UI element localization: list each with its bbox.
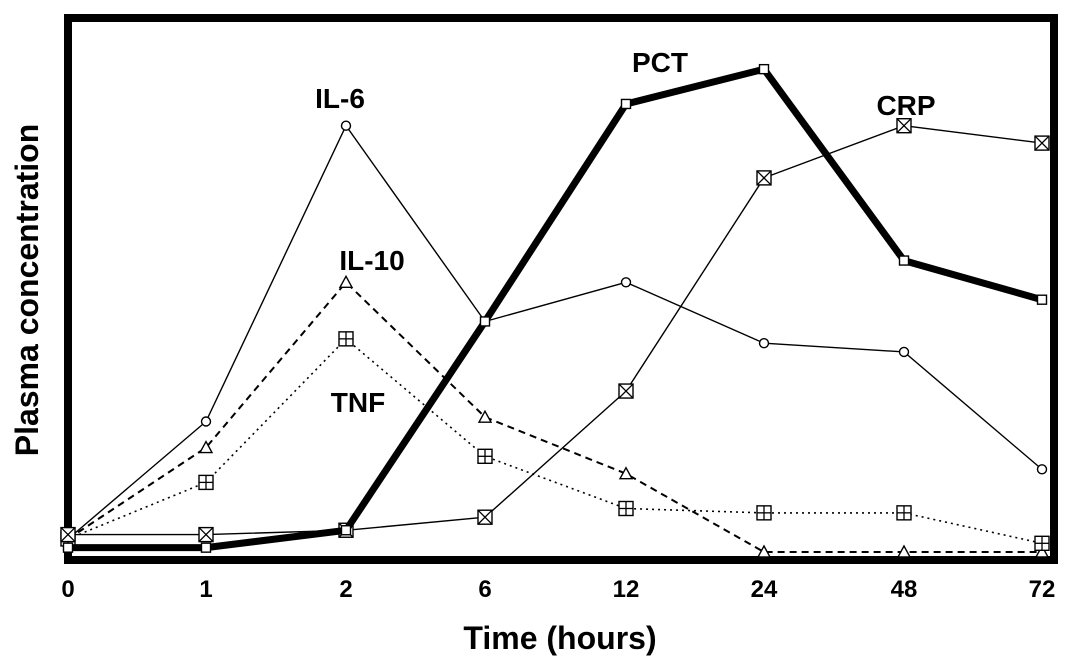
data-point-il6 <box>1036 464 1048 475</box>
data-point-crp <box>896 117 912 134</box>
data-point-crp <box>477 509 493 525</box>
data-point-il10 <box>477 409 493 423</box>
series-labels: IL-6 IL-10 TNF PCT CRP <box>315 47 935 418</box>
series-label-il6: IL-6 <box>315 83 365 114</box>
x-tick-labels: 0 1 2 6 12 24 48 72 <box>61 576 1055 603</box>
series-label-il10: IL-10 <box>339 245 404 276</box>
data-point-pct <box>1036 294 1048 305</box>
data-point-crp <box>618 383 634 399</box>
data-point-tnf <box>477 448 493 464</box>
data-point-il10 <box>198 440 214 454</box>
x-tick-label: 1 <box>199 576 212 603</box>
data-point-il10 <box>896 544 912 558</box>
x-tick-label: 72 <box>1029 576 1056 603</box>
data-point-pct <box>898 255 910 266</box>
data-point-tnf <box>896 505 912 521</box>
x-tick-label: 24 <box>751 576 778 603</box>
data-point-crp <box>198 526 214 543</box>
series-label-pct: PCT <box>632 47 688 78</box>
series-line-crp <box>68 124 1043 536</box>
data-point-tnf <box>618 500 634 517</box>
data-point-il6 <box>758 338 770 349</box>
data-point-il6 <box>200 416 212 427</box>
data-point-pct <box>758 63 770 75</box>
series-line-il6 <box>67 124 1043 540</box>
data-point-il10 <box>1034 544 1050 558</box>
data-point-il10 <box>338 274 354 288</box>
data-point-il10 <box>618 466 634 480</box>
data-point-pct <box>200 542 212 553</box>
series-pct <box>62 63 1048 553</box>
x-tick-label: 0 <box>61 576 74 603</box>
series-tnf <box>60 331 1050 551</box>
data-point-pct <box>340 525 352 536</box>
series-layer <box>60 63 1050 558</box>
y-axis-title: Plasma concentration <box>9 124 45 457</box>
data-point-il6 <box>340 120 352 131</box>
plot-frame <box>64 14 1058 564</box>
data-point-tnf <box>338 331 354 347</box>
series-line-pct <box>68 65 1043 552</box>
data-point-il6 <box>898 346 910 358</box>
series-il10 <box>60 274 1050 558</box>
x-tick-label: 48 <box>891 576 918 603</box>
x-axis-title: Time (hours) <box>463 620 656 656</box>
data-point-crp <box>1034 135 1050 151</box>
data-point-pct <box>62 542 74 553</box>
x-tick-label: 2 <box>339 576 352 603</box>
data-point-il10 <box>756 544 772 558</box>
data-point-il6 <box>620 277 632 288</box>
data-point-pct <box>479 316 491 327</box>
series-line-tnf <box>67 338 1043 545</box>
x-tick-label: 6 <box>478 576 491 603</box>
data-point-pct <box>620 98 632 110</box>
data-point-crp <box>60 526 76 543</box>
data-point-tnf <box>1034 535 1050 551</box>
data-point-tnf <box>198 474 214 491</box>
data-point-crp <box>756 170 772 186</box>
series-line-il10 <box>67 281 1042 553</box>
series-label-crp: CRP <box>876 90 935 121</box>
data-point-tnf <box>756 505 772 521</box>
series-label-tnf: TNF <box>331 387 385 418</box>
x-tick-label: 12 <box>613 576 640 603</box>
